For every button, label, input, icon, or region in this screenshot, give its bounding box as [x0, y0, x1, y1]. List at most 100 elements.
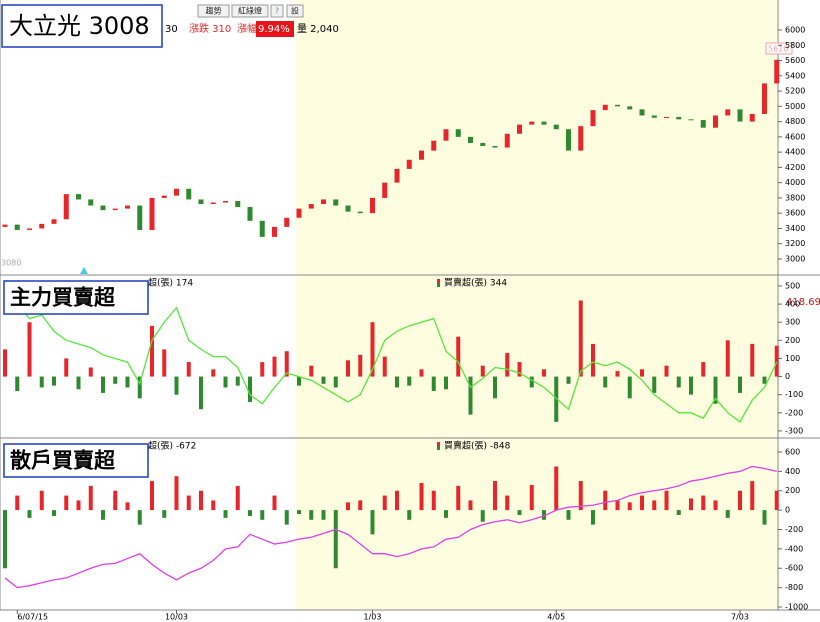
pct-label: 漲幅: [237, 22, 257, 35]
bar: [762, 510, 767, 525]
candle: [406, 159, 412, 169]
bar: [113, 376, 118, 384]
price-tag: [765, 42, 793, 55]
bar: [750, 343, 755, 377]
y-tick-label: -400: [785, 544, 803, 553]
toolbar-button-label[interactable]: ?: [275, 7, 279, 16]
bar: [186, 362, 191, 377]
bar: [27, 510, 32, 518]
y-tick-label: 5400: [785, 71, 805, 80]
bar: [309, 510, 314, 520]
y-tick-label: 3400: [785, 224, 805, 233]
toolbar-button[interactable]: [197, 4, 230, 18]
bar: [382, 495, 387, 511]
bar: [640, 369, 644, 377]
bar: [297, 376, 301, 386]
bar: [676, 376, 681, 388]
bar: [248, 510, 252, 516]
bar: [358, 500, 363, 511]
y-tick-label: -300: [785, 426, 803, 435]
bar: [346, 502, 350, 511]
candle: [51, 219, 57, 224]
bar: [615, 371, 620, 377]
bar: [407, 376, 412, 386]
candle: [713, 115, 718, 128]
y-tick-label: 400: [785, 467, 800, 476]
y-tick-label: 3800: [785, 193, 805, 202]
bar: [554, 376, 559, 422]
change: 漲跌 310: [189, 22, 231, 35]
panel-title: 散戶買賣超: [10, 449, 116, 473]
bar: [676, 510, 681, 515]
candle: [63, 194, 69, 220]
bar: [333, 510, 338, 569]
bar: [235, 485, 240, 511]
y-tick-label: 0: [785, 372, 790, 381]
candle: [468, 136, 473, 143]
candle: [100, 205, 106, 211]
candle: [308, 204, 314, 209]
candle: [88, 199, 94, 206]
panel-title: 主力買賣超: [10, 286, 116, 310]
toolbar-button-label[interactable]: 趨勢: [206, 6, 222, 16]
candle: [247, 207, 253, 221]
candle: [639, 109, 645, 116]
bar: [701, 495, 706, 511]
bar: [309, 365, 314, 377]
toolbar-button-label[interactable]: 紅綠燈: [238, 6, 262, 16]
candle: [210, 202, 216, 205]
bar: [174, 476, 179, 511]
bar: [725, 340, 730, 377]
toolbar-button[interactable]: [286, 4, 304, 18]
bar: [174, 376, 179, 395]
candle: [112, 208, 118, 211]
candle: [27, 228, 32, 230]
y-tick-label: 3600: [785, 209, 805, 218]
y-tick-label: -200: [785, 408, 803, 417]
line-value: 418.69: [786, 297, 820, 308]
bar: [431, 490, 436, 511]
bar: [627, 376, 632, 399]
bar: [382, 356, 387, 377]
toolbar-button-label[interactable]: 設: [291, 6, 299, 16]
legend-icon: [437, 279, 440, 283]
bar: [725, 510, 730, 518]
bar: [272, 495, 277, 511]
toolbar-button[interactable]: [270, 4, 284, 18]
pct-badge: [256, 21, 294, 37]
y-tick-label: 4200: [785, 163, 805, 172]
candle: [333, 199, 339, 206]
bar: [64, 358, 69, 377]
bar: [3, 510, 7, 569]
pct: 9.94%: [258, 24, 290, 35]
bar: [64, 495, 69, 511]
candle: [590, 110, 596, 127]
bar: [591, 510, 595, 525]
candle: [517, 124, 522, 134]
candle: [431, 140, 437, 151]
bar: [774, 345, 779, 377]
y-tick-label: 5800: [785, 41, 805, 50]
bar: [223, 376, 228, 388]
bar: [358, 354, 363, 377]
bar: [88, 367, 93, 377]
bar: [150, 325, 154, 377]
legend-label: 超(張) 174: [148, 277, 193, 289]
bar: [101, 510, 105, 520]
bar: [713, 500, 718, 511]
candle: [2, 224, 8, 227]
candle: [700, 120, 706, 128]
bar: [652, 376, 657, 393]
x-tick-label: 4/05: [547, 613, 565, 622]
bar: [52, 376, 56, 386]
bar: [480, 365, 485, 377]
y-tick-label: 4000: [785, 178, 805, 187]
bar: [566, 376, 571, 384]
bar: [493, 481, 497, 511]
bar: [615, 500, 620, 511]
bar: [689, 376, 693, 395]
y-tick-label: -1000: [785, 602, 808, 611]
toolbar-button[interactable]: [231, 4, 269, 18]
price-tag-label: 5610: [768, 45, 788, 54]
bar: [750, 481, 755, 511]
